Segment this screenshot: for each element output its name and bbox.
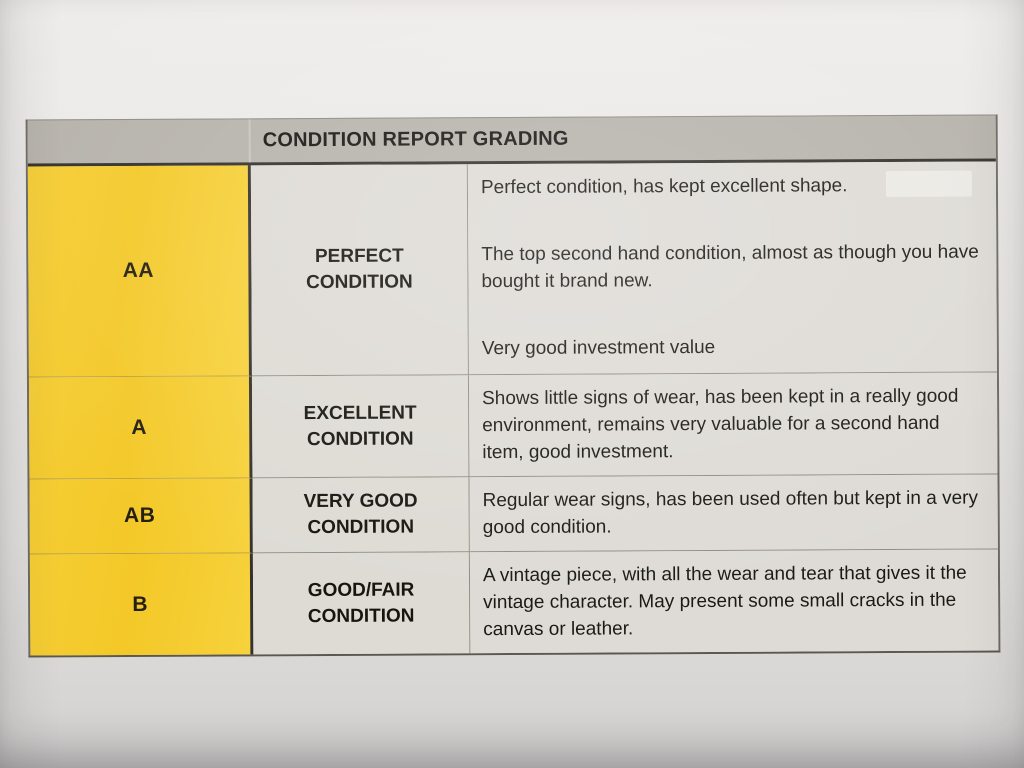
grade-cell: B — [29, 553, 254, 656]
description-paragraph: A vintage piece, with all the wear and t… — [482, 562, 967, 641]
table-row: AB VERY GOOD CONDITION Regular wear sign… — [29, 474, 998, 555]
description-paragraph: The top second hand condition, almost as… — [481, 241, 979, 293]
table-body: AA PERFECT CONDITION Perfect condition, … — [27, 161, 999, 656]
description-paragraph: Perfect condition, has kept excellent sh… — [480, 175, 848, 199]
description-cell: Regular wear signs, has been used often … — [469, 474, 998, 553]
description-cell: Perfect condition, has kept excellent sh… — [467, 161, 997, 376]
description-cell: A vintage piece, with all the wear and t… — [469, 549, 999, 654]
condition-grading-table: CONDITION REPORT GRADING AA PERFECT COND… — [25, 114, 1001, 658]
description-cell: Shows little signs of wear, has been kep… — [468, 372, 998, 478]
header-spacer-cell — [27, 119, 251, 164]
condition-name-cell: VERY GOOD CONDITION — [252, 477, 470, 554]
table-row: AA PERFECT CONDITION Perfect condition, … — [27, 161, 997, 378]
grade-cell: A — [28, 376, 253, 480]
grade-cell: AA — [27, 165, 252, 378]
description-paragraph: Regular wear signs, has been used often … — [482, 487, 979, 539]
description-paragraph: Shows little signs of wear, has been kep… — [482, 385, 959, 464]
condition-name-cell: PERFECT CONDITION — [250, 164, 469, 377]
table-row: B GOOD/FAIR CONDITION A vintage piece, w… — [29, 549, 999, 656]
grade-cell: AB — [29, 478, 253, 555]
condition-name-cell: EXCELLENT CONDITION — [251, 375, 470, 479]
table-row: A EXCELLENT CONDITION Shows little signs… — [28, 372, 998, 480]
table-header-row: CONDITION REPORT GRADING — [27, 114, 996, 167]
table-title: CONDITION REPORT GRADING — [262, 127, 569, 152]
condition-name-cell: GOOD/FAIR CONDITION — [252, 552, 471, 655]
description-paragraph: Very good investment value — [481, 336, 716, 360]
